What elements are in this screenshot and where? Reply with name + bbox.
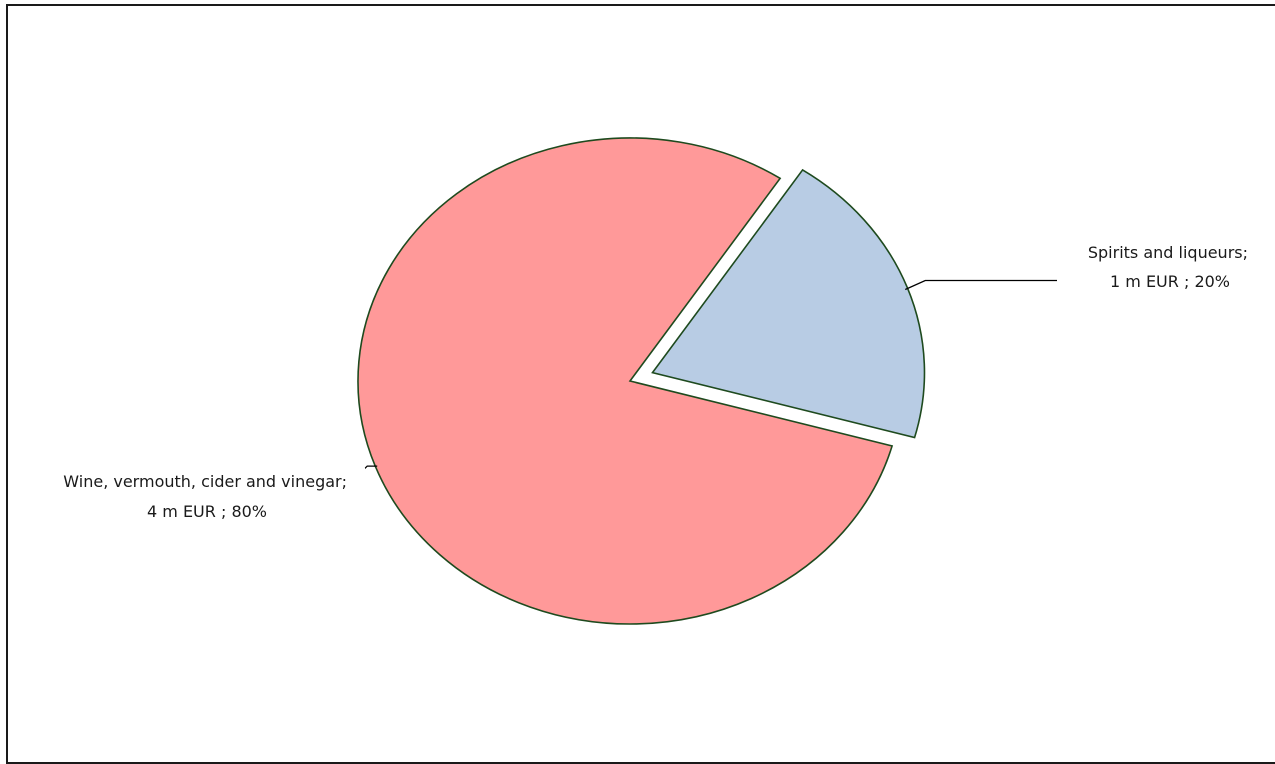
slice-label-wine-line1: Wine, vermouth, cider and vinegar;: [63, 472, 347, 491]
pie-slices: [357, 137, 926, 625]
slice-label-wine-line2: 4 m EUR ; 80%: [147, 502, 267, 521]
pie-slice-0: [651, 168, 926, 439]
slice-label-spirits-line2: 1 m EUR ; 20%: [1110, 272, 1230, 291]
leader-line-0: [904, 279, 1057, 291]
leader-line-1: [364, 465, 378, 469]
pie-chart: Spirits and liqueurs; 1 m EUR ; 20% Wine…: [63, 137, 1248, 625]
slice-labels: Spirits and liqueurs; 1 m EUR ; 20% Wine…: [63, 243, 1248, 521]
slice-label-spirits-line1: Spirits and liqueurs;: [1088, 243, 1248, 262]
leader-lines: [364, 279, 1057, 469]
